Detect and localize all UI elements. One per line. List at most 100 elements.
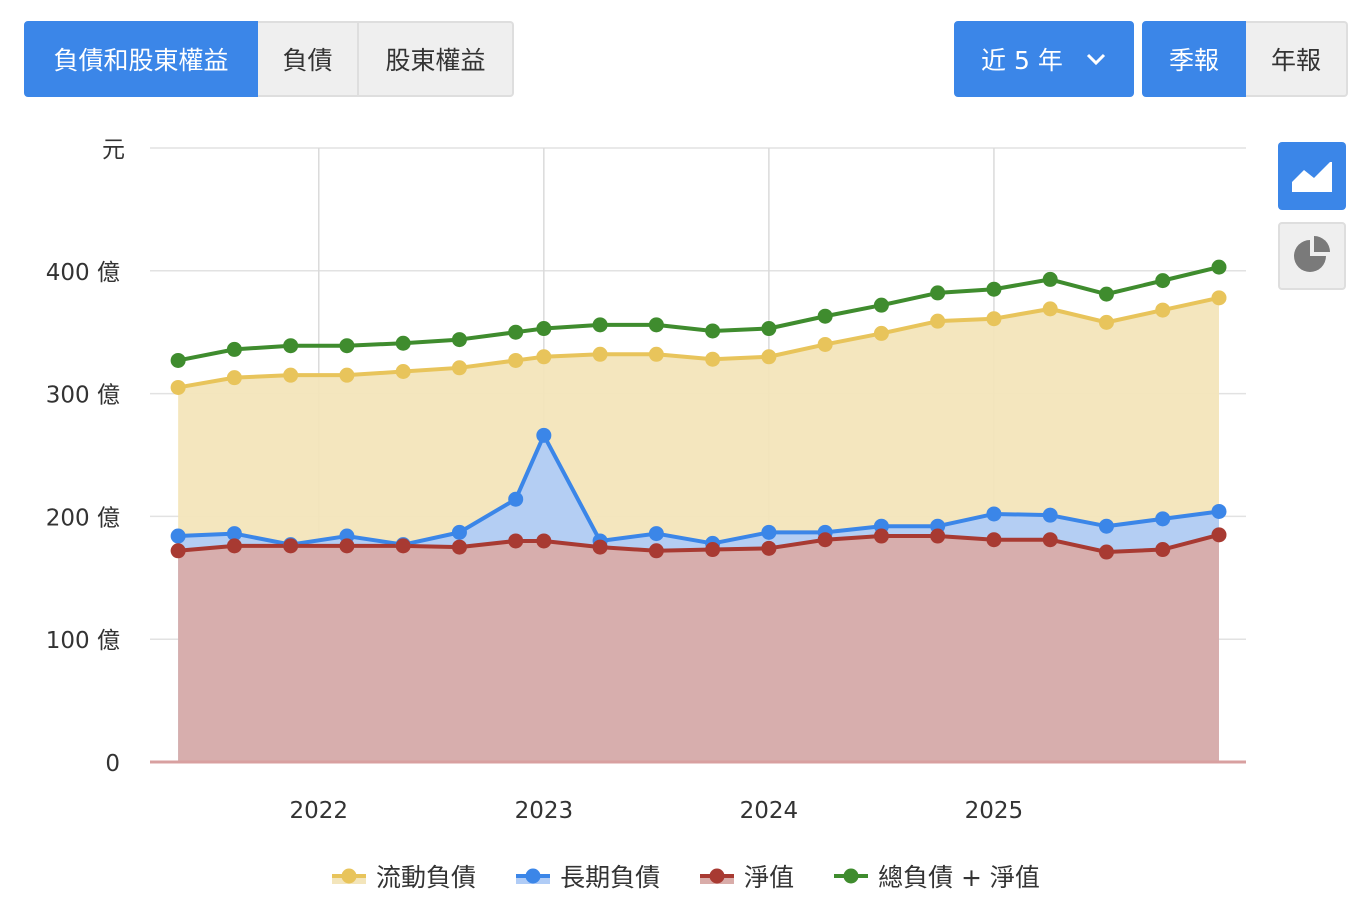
data-point[interactable] [1098,518,1114,534]
data-point[interactable] [536,533,552,549]
data-point[interactable] [1155,302,1171,318]
data-point[interactable] [536,349,552,365]
data-point[interactable] [283,338,299,354]
legend-item[interactable]: 長期負債 [516,858,660,894]
data-point[interactable] [930,313,946,329]
data-point[interactable] [536,321,552,337]
data-point[interactable] [592,539,608,555]
data-point[interactable] [536,427,552,443]
data-point[interactable] [648,526,664,542]
data-point[interactable] [451,539,467,555]
data-point[interactable] [339,538,355,554]
data-point[interactable] [592,317,608,333]
data-point[interactable] [508,352,524,368]
y-tick-label: 200 億 [46,505,120,531]
data-point[interactable] [395,538,411,554]
series-line-1 [178,433,1220,547]
tab-liabilities-and-equity[interactable]: 負債和股東權益 [24,21,258,97]
legend-item[interactable]: 總負債 + 淨值 [834,858,1040,894]
tab-liabilities[interactable]: 負債 [258,21,359,97]
data-point[interactable] [648,543,664,559]
data-point[interactable] [761,321,777,337]
data-point[interactable] [508,533,524,549]
data-point[interactable] [986,506,1002,522]
data-point[interactable] [873,528,889,544]
area-chart-button[interactable] [1278,142,1346,210]
data-point[interactable] [1155,542,1171,558]
data-point[interactable] [1155,511,1171,527]
lines [177,265,1220,555]
data-point[interactable] [170,379,186,395]
data-point[interactable] [930,285,946,301]
data-point[interactable] [339,367,355,383]
data-point[interactable] [1098,286,1114,302]
data-point[interactable] [508,491,524,507]
legend-item[interactable]: 淨值 [700,858,794,894]
data-point[interactable] [395,335,411,351]
data-point[interactable] [395,363,411,379]
data-point[interactable] [1042,271,1058,287]
tab-equity[interactable]: 股東權益 [359,21,514,97]
area-chart-icon [1292,162,1332,192]
data-point[interactable] [986,281,1002,297]
series-line-2 [177,532,1220,555]
data-point[interactable] [873,325,889,341]
legend-label: 流動負債 [376,863,477,892]
x-tick-label: 2025 [965,798,1024,824]
data-point[interactable] [761,524,777,540]
data-point[interactable] [226,538,242,554]
data-point[interactable] [170,543,186,559]
x-tick-label: 2024 [740,798,799,824]
pie-chart-button[interactable] [1278,222,1346,290]
data-point[interactable] [817,308,833,324]
data-point[interactable] [705,323,721,339]
range-dropdown[interactable]: 近 5 年 [954,21,1134,97]
legend-item[interactable]: 流動負債 [332,858,476,894]
data-point[interactable] [648,317,664,333]
data-point[interactable] [1098,314,1114,330]
tab-quarterly[interactable]: 季報 [1142,21,1246,97]
pie-chart-icon [1294,236,1330,272]
data-point[interactable] [761,349,777,365]
data-point[interactable] [283,367,299,383]
data-point[interactable] [873,297,889,313]
data-point[interactable] [986,532,1002,548]
data-point[interactable] [226,341,242,357]
axis-labels: 0 100 億 200 億 300 億 400 億 元 2022 2023 2024 2025 [46,137,1023,824]
data-point[interactable] [648,346,664,362]
series-area-2 [178,534,1219,762]
data-point[interactable] [508,324,524,340]
data-point[interactable] [592,346,608,362]
data-point[interactable] [1211,259,1227,275]
data-point[interactable] [817,336,833,352]
data-point[interactable] [1155,273,1171,289]
data-point[interactable] [705,542,721,558]
data-point[interactable] [226,526,242,542]
data-point[interactable] [1042,532,1058,548]
data-point[interactable] [339,338,355,354]
data-point[interactable] [283,538,299,554]
y-tick-label: 0 [105,751,120,777]
data-point[interactable] [170,352,186,368]
data-point[interactable] [1042,301,1058,317]
y-unit-label: 元 [102,137,125,163]
data-point[interactable] [170,528,186,544]
data-point[interactable] [451,360,467,376]
data-point[interactable] [761,540,777,556]
data-point[interactable] [986,311,1002,327]
legend-swatch [516,868,551,884]
data-point[interactable] [226,370,242,386]
data-point[interactable] [705,351,721,367]
y-tick-label: 400 億 [46,260,120,286]
data-point[interactable] [930,528,946,544]
data-point[interactable] [817,532,833,548]
data-point[interactable] [1211,527,1227,543]
data-point[interactable] [1211,290,1227,306]
data-point[interactable] [451,332,467,348]
chevron-down-icon [1085,47,1107,71]
data-point[interactable] [1098,544,1114,560]
tab-annual[interactable]: 年報 [1246,21,1348,97]
data-point[interactable] [451,524,467,540]
data-point[interactable] [1211,503,1227,519]
data-point[interactable] [1042,507,1058,523]
